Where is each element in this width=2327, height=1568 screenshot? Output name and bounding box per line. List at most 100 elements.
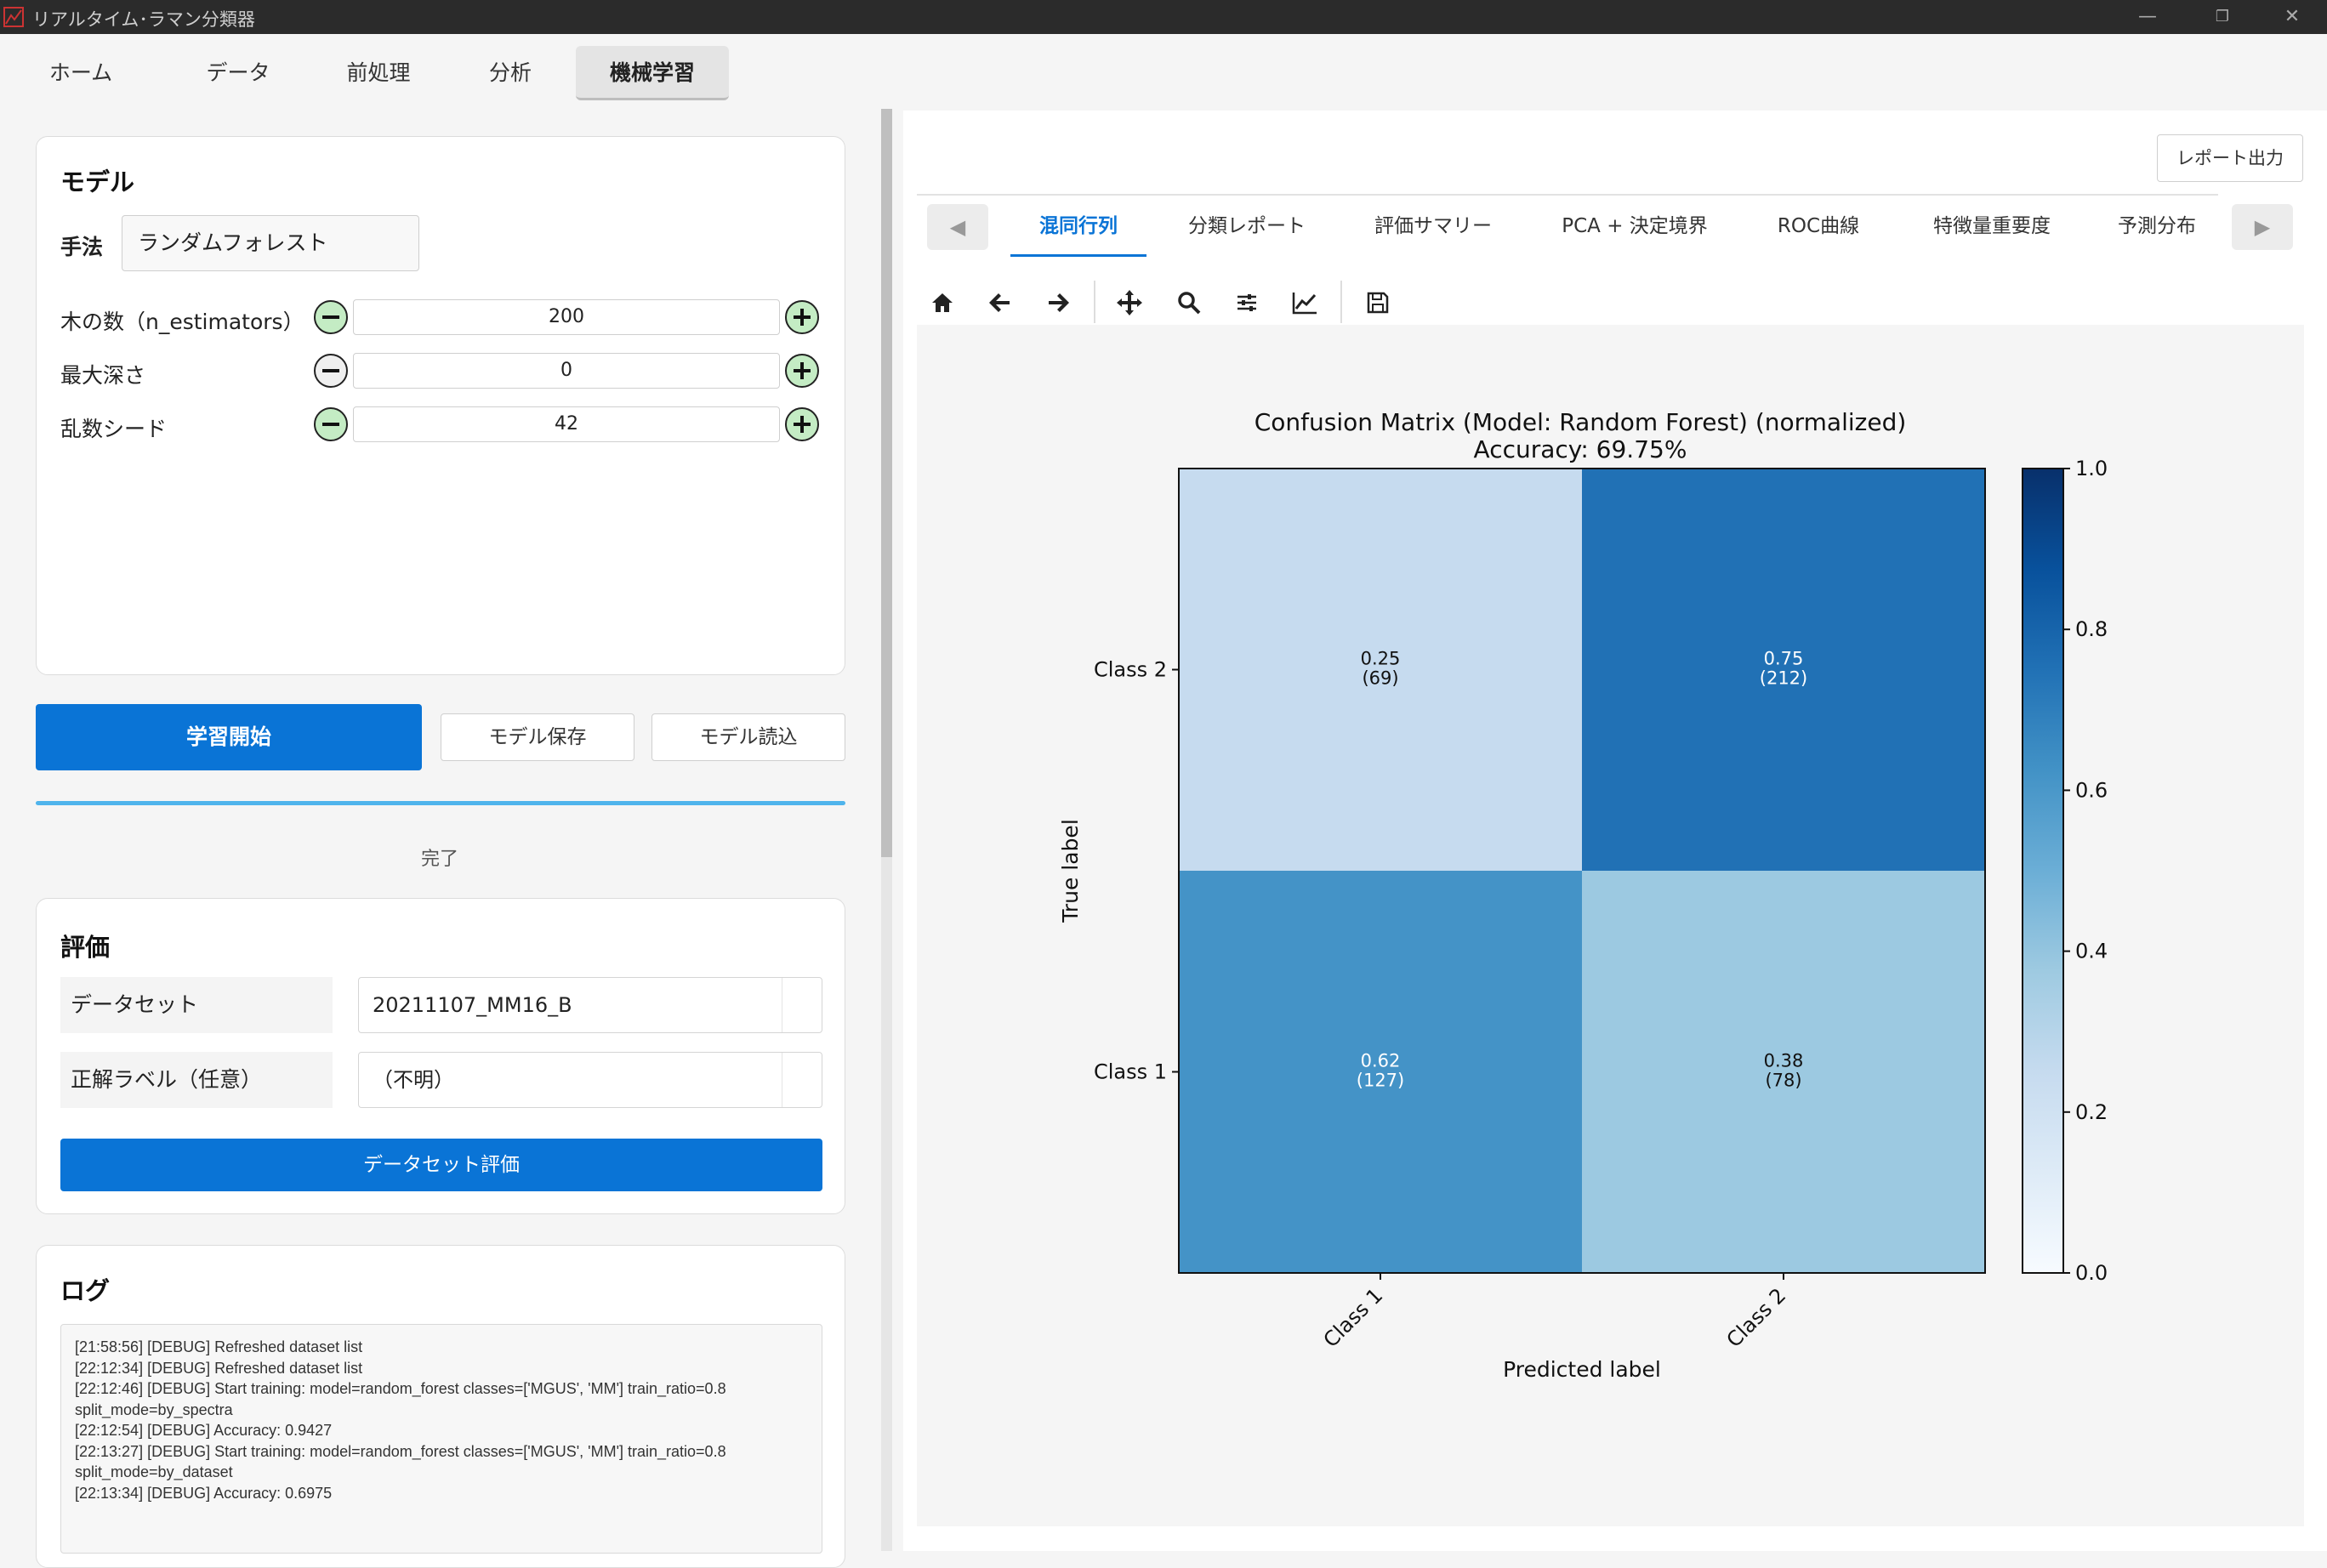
model-title: モデル xyxy=(60,168,135,196)
model-card: モデル 手法 ランダムフォレスト 木の数（n_estimators） 200 最… xyxy=(36,136,845,675)
confusion-matrix-chart: Confusion Matrix (Model: Random Forest) … xyxy=(1058,408,2108,1382)
cell-value-label: 0.38 xyxy=(1764,1051,1804,1071)
y-tick-label: Class 1 xyxy=(1094,1060,1167,1084)
cell-count-label: (212) xyxy=(1760,668,1807,689)
tab-classification-report[interactable]: 分類レポート xyxy=(1188,215,1306,237)
colorbar xyxy=(2022,468,2064,1274)
tab-feature-importance[interactable]: 特徴量重要度 xyxy=(1933,215,2051,237)
status-text: 完了 xyxy=(421,849,459,870)
load-model-button[interactable]: モデル読込 xyxy=(651,713,845,761)
random-seed-increment-button[interactable] xyxy=(785,407,819,441)
zoom-icon[interactable] xyxy=(1165,279,1213,327)
param-label-n-estimators: 木の数（n_estimators） xyxy=(60,310,304,334)
configure-subplots-icon[interactable] xyxy=(1223,279,1271,327)
training-progress-bar xyxy=(36,801,845,805)
panel-splitter[interactable] xyxy=(881,109,892,1551)
evaluate-dataset-button[interactable]: データセット評価 xyxy=(60,1139,822,1191)
param-label-random-seed: 乱数シード xyxy=(60,417,168,441)
dataset-select[interactable]: 20211107_MM16_B xyxy=(358,977,822,1033)
nav-tab-data[interactable]: データ xyxy=(206,60,270,85)
truth-dropdown-arrow[interactable] xyxy=(782,1053,822,1107)
nav-tab-ml[interactable]: 機械学習 xyxy=(576,46,729,100)
n-estimators-input[interactable]: 200 xyxy=(353,299,780,335)
tab-scroll-left-button[interactable]: ◀ xyxy=(927,204,988,250)
title-bar: リアルタイム･ラマン分類器 — ❐ ✕ xyxy=(0,0,2327,34)
maximize-button[interactable]: ❐ xyxy=(2215,8,2230,26)
home-icon[interactable] xyxy=(919,279,966,327)
heatmap-cell xyxy=(1179,469,1582,871)
cell-count-label: (69) xyxy=(1362,668,1398,689)
n-estimators-decrement-button[interactable] xyxy=(314,300,348,334)
param-label-max-depth: 最大深さ xyxy=(60,363,146,388)
forward-arrow-icon[interactable] xyxy=(1034,279,1082,327)
max-depth-input[interactable]: 0 xyxy=(353,353,780,389)
chart-subtitle: Accuracy: 69.75% xyxy=(1474,435,1687,463)
tab-pca-decision-boundary[interactable]: PCA + 決定境界 xyxy=(1562,215,1708,237)
log-title: ログ xyxy=(60,1276,111,1305)
heatmap-cell xyxy=(1582,871,1985,1273)
edit-axis-icon[interactable] xyxy=(1281,279,1328,327)
colorbar-tick-label: 0.8 xyxy=(2075,617,2108,641)
cell-count-label: (127) xyxy=(1357,1071,1404,1091)
nav-tab-analysis[interactable]: 分析 xyxy=(488,60,532,85)
tab-roc-curve[interactable]: ROC曲線 xyxy=(1777,215,1860,237)
train-button[interactable]: 学習開始 xyxy=(36,704,422,770)
truth-label-select[interactable]: （不明） xyxy=(358,1052,822,1108)
method-value: ランダムフォレスト xyxy=(138,230,328,255)
cell-value-label: 0.25 xyxy=(1361,649,1401,669)
heatmap-cell xyxy=(1179,871,1582,1273)
truth-label: 正解ラベル（任意） xyxy=(60,1052,333,1108)
result-tabs-divider xyxy=(917,194,2218,196)
tab-scroll-right-button[interactable]: ▶ xyxy=(2232,204,2293,250)
log-card: ログ [21:58:56] [DEBUG] Refreshed dataset … xyxy=(36,1245,845,1568)
app-chart-icon xyxy=(3,7,24,27)
colorbar-tick-label: 0.2 xyxy=(2075,1100,2108,1124)
x-tick-label: Class 2 xyxy=(1722,1283,1791,1352)
dataset-label: データセット xyxy=(60,977,333,1033)
colorbar-tick-label: 0.0 xyxy=(2075,1261,2108,1285)
toolbar-separator xyxy=(1340,281,1342,323)
evaluation-card: 評価 データセット 20211107_MM16_B 正解ラベル（任意） （不明）… xyxy=(36,898,845,1214)
random-seed-decrement-button[interactable] xyxy=(314,407,348,441)
left-scrollbar-thumb[interactable] xyxy=(881,109,892,857)
heatmap-frame xyxy=(1178,468,1986,1274)
main-nav: ホーム データ 前処理 分析 機械学習 xyxy=(0,34,2327,111)
save-model-button[interactable]: モデル保存 xyxy=(441,713,634,761)
max-depth-increment-button[interactable] xyxy=(785,354,819,388)
dataset-value: 20211107_MM16_B xyxy=(373,993,572,1017)
nav-tab-home[interactable]: ホーム xyxy=(48,60,113,85)
y-tick-label: Class 2 xyxy=(1094,658,1167,682)
truth-value: （不明） xyxy=(373,1068,454,1092)
y-axis-label: True label xyxy=(1058,819,1083,923)
method-select[interactable]: ランダムフォレスト xyxy=(122,215,419,271)
cell-count-label: (78) xyxy=(1765,1071,1801,1091)
back-arrow-icon[interactable] xyxy=(976,279,1024,327)
x-axis-label: Predicted label xyxy=(1503,1357,1661,1382)
heatmap-cell xyxy=(1582,469,1985,871)
tab-prediction-distribution[interactable]: 予測分布 xyxy=(2118,215,2196,237)
n-estimators-increment-button[interactable] xyxy=(785,300,819,334)
window-title: リアルタイム･ラマン分類器 xyxy=(32,9,255,30)
evaluation-title: 評価 xyxy=(60,933,111,962)
cell-value-label: 0.62 xyxy=(1361,1051,1401,1071)
cell-value-label: 0.75 xyxy=(1764,649,1804,669)
toolbar-separator xyxy=(1094,281,1095,323)
colorbar-tick-label: 1.0 xyxy=(2075,457,2108,480)
close-button[interactable]: ✕ xyxy=(2284,6,2301,27)
nav-tab-preprocess[interactable]: 前処理 xyxy=(346,60,411,85)
random-seed-input[interactable]: 42 xyxy=(353,406,780,442)
minimize-button[interactable]: — xyxy=(2138,6,2157,27)
pan-icon[interactable] xyxy=(1106,279,1153,327)
max-depth-decrement-button[interactable] xyxy=(314,354,348,388)
export-report-button[interactable]: レポート出力 xyxy=(2157,134,2303,182)
x-tick-label: Class 1 xyxy=(1319,1283,1388,1352)
log-output[interactable]: [21:58:56] [DEBUG] Refreshed dataset lis… xyxy=(60,1324,822,1554)
colorbar-tick-label: 0.4 xyxy=(2075,940,2108,963)
chart-title: Confusion Matrix (Model: Random Forest) … xyxy=(1255,408,1907,436)
tab-confusion-matrix[interactable]: 混同行列 xyxy=(1010,196,1146,257)
dataset-dropdown-arrow[interactable] xyxy=(782,978,822,1032)
tab-evaluation-summary[interactable]: 評価サマリー xyxy=(1374,215,1492,237)
method-label: 手法 xyxy=(60,235,104,259)
colorbar-tick-label: 0.6 xyxy=(2075,778,2108,802)
save-icon[interactable] xyxy=(1354,279,1402,327)
